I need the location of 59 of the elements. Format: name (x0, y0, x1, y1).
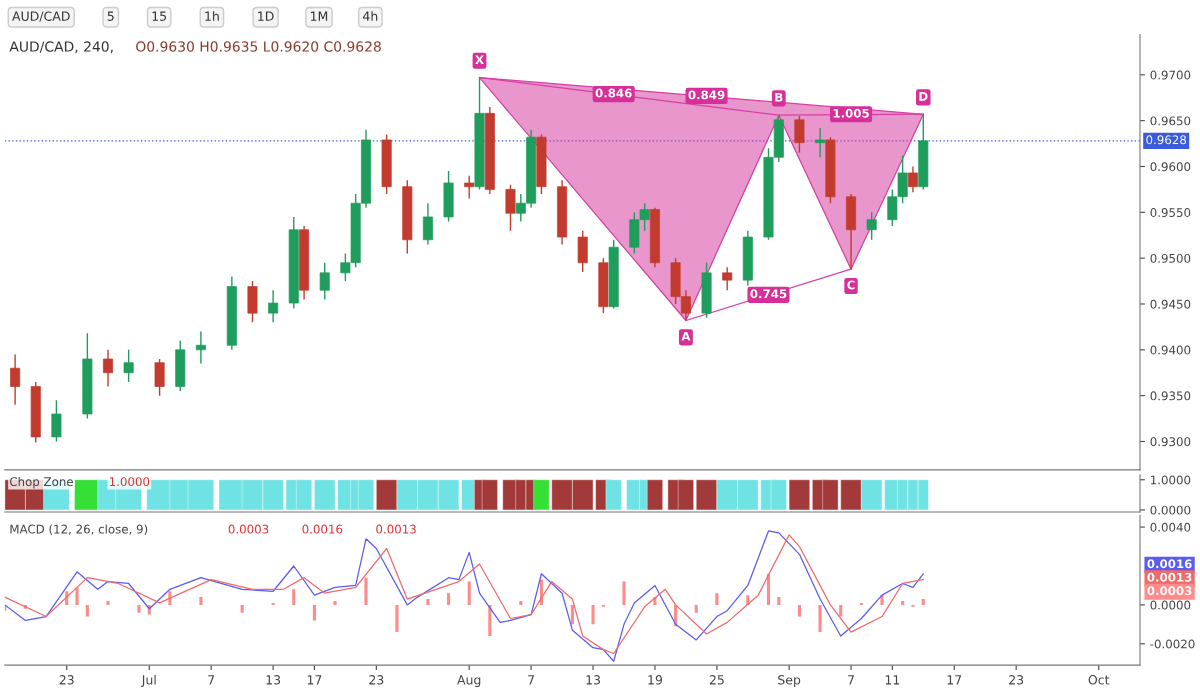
x-tick-label: 17 (947, 675, 962, 685)
x-tick-label: 23 (369, 675, 384, 685)
x-tick-label: Jul (141, 674, 156, 687)
x-tick-label: 13 (586, 675, 600, 685)
text: 1h (205, 11, 219, 21)
y-tick-label: 0.0000 (1150, 600, 1191, 610)
x-tick-label: 13 (266, 675, 281, 685)
y-tick-label: 0.9450 (1150, 299, 1191, 309)
x-tick-label: 7 (848, 675, 854, 685)
annotation: 0.745 (750, 289, 787, 299)
x-tick-label: 17 (307, 675, 322, 685)
y-tick-label: 0.9300 (1150, 437, 1191, 447)
y-tick-label: 0.9500 (1150, 253, 1191, 263)
annotation: X (475, 55, 484, 65)
text: 15 (152, 11, 167, 21)
annotation: 0.849 (688, 90, 725, 100)
y-tick-label: 0.9400 (1150, 345, 1191, 355)
y-tick-label: 0.9700 (1150, 70, 1191, 80)
x-tick-label: Aug (457, 675, 481, 687)
x-tick-label: Sep (778, 675, 801, 687)
annotation: 0.0003 (228, 524, 269, 534)
annotation: 0.846 (595, 88, 632, 98)
annotation: A (681, 331, 691, 341)
x-tick-label: 23 (59, 675, 74, 685)
x-tick-label: 7 (528, 675, 535, 685)
annotation: B (775, 92, 783, 102)
y-tick-label: 0.0000 (1150, 505, 1191, 515)
text: 5 (107, 11, 114, 21)
y-tick-label: 0.9350 (1150, 391, 1191, 401)
annotation: 0.0013 (376, 524, 416, 534)
x-tick-label: 7 (208, 675, 215, 685)
y-tick-label: 0.9600 (1150, 162, 1191, 172)
annotation: C (847, 280, 855, 290)
chart-subtitle: O0.9630 H0.9635 L0.9620 C0.9628 (136, 41, 381, 52)
x-tick-label: 19 (648, 675, 663, 685)
x-tick-label: 25 (709, 675, 724, 685)
y-tick-label: 0.0040 (1150, 522, 1191, 532)
annotation: 0.0016 (302, 524, 343, 534)
chart-title: AUD/CAD, 240, (9, 41, 113, 54)
annotation: MACD (12, 26, close, 9) (10, 524, 148, 535)
text: 4h (363, 11, 378, 21)
annotation: 1.005 (833, 108, 869, 118)
annotation: Chop Zone (10, 476, 73, 489)
text: 0.0016 (1147, 559, 1192, 569)
text: 1D (258, 11, 274, 21)
y-tick-label: 0.9550 (1150, 208, 1191, 217)
text: 1M (310, 11, 328, 21)
text: 0.0003 (1147, 586, 1192, 596)
x-tick-label: Oct (1088, 675, 1110, 685)
x-tick-label: 11 (885, 675, 900, 685)
y-tick-label: 0.9650 (1150, 116, 1191, 126)
ref-line-label: 0.9628 (1146, 135, 1187, 145)
y-tick-label: 1.0000 (1151, 475, 1191, 485)
x-tick-label: 23 (1009, 675, 1024, 685)
text: AUD/CAD (12, 11, 70, 22)
text: 0.0013 (1147, 572, 1192, 582)
annotation: 1.0000 (109, 477, 150, 487)
y-tick-label: -0.0020 (1150, 639, 1195, 649)
annotation: D (919, 92, 928, 101)
